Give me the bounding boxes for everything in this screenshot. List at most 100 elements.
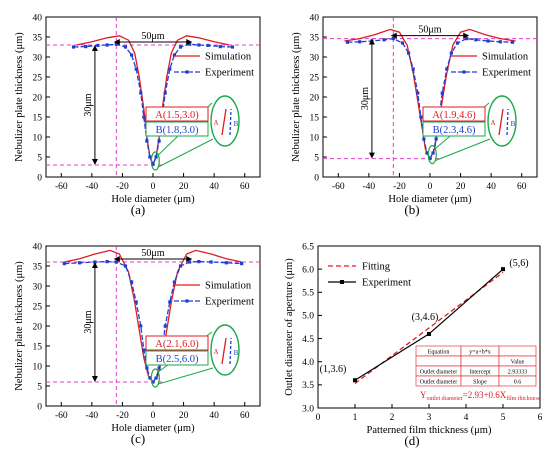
experiment-point <box>96 43 100 47</box>
x-tick-label: 40 <box>209 182 219 192</box>
experiment-point <box>486 39 490 43</box>
y-tick-label: 6.5 <box>302 242 314 252</box>
experiment-point <box>84 45 88 49</box>
experiment-point <box>178 264 183 268</box>
legend-experiment-marker <box>462 70 466 74</box>
point-a-box <box>145 106 209 122</box>
zoom-ellipse <box>210 324 240 376</box>
zoom-connector <box>158 367 214 385</box>
experiment-point <box>148 155 152 159</box>
experiment-point <box>411 67 415 71</box>
experiment-point <box>400 41 405 45</box>
experiment-point <box>148 376 152 380</box>
point-b-label: B(2.5,6.0) <box>156 354 199 365</box>
legend-experiment-label: Experiment <box>482 68 531 79</box>
legend-experiment-marker <box>185 70 189 74</box>
experiment-point <box>427 331 431 336</box>
point-a-label: A(1.9,4.6) <box>432 110 476 121</box>
panel-caption: (c) <box>131 431 145 446</box>
y-axis-label: Outlet diameter of aperture (μm) <box>284 258 295 396</box>
point-a-box <box>422 106 486 122</box>
legend-simulation-label: Simulation <box>482 52 529 63</box>
zoom-ellipse <box>210 95 240 147</box>
fit-formula-part: film thickness <box>506 395 540 402</box>
experiment-point <box>139 91 143 95</box>
fit-formula-part: Y <box>420 390 427 400</box>
x-tick-label: 4 <box>464 413 469 423</box>
point-label: (5,6) <box>509 258 528 269</box>
point-a-label: A(1.5,3.0) <box>155 110 199 121</box>
experiment-point <box>345 40 350 44</box>
fit-formula-part: outlet diameter <box>427 396 463 402</box>
legend-experiment-marker <box>185 299 189 303</box>
point-b-box <box>145 350 209 366</box>
y-tick-label: 35 <box>33 33 43 43</box>
zoom-ellipse <box>487 95 517 147</box>
experiment-point <box>139 324 143 328</box>
experiment-point <box>474 38 478 42</box>
y-tick-label: 5.5 <box>302 289 314 299</box>
experiment-point <box>416 91 420 95</box>
y-tick-label: 15 <box>33 113 43 123</box>
x-axis-label: Hole diameter (μm) <box>111 194 195 205</box>
experiment-point <box>168 67 172 71</box>
y-tick-label: 5 <box>37 153 42 163</box>
experiment-point <box>419 115 423 119</box>
experiment-point <box>142 115 146 119</box>
experiment-point <box>145 139 149 143</box>
legend-experiment-marker <box>340 280 344 284</box>
y-tick-label: 25 <box>33 302 43 312</box>
experiment-point <box>382 38 386 42</box>
experiment-point <box>422 137 426 141</box>
legend-experiment-label: Experiment <box>362 278 411 289</box>
table-cell-text: y=a+b*x <box>469 350 490 356</box>
experiment-point <box>358 40 362 44</box>
y-tick-label: 40 <box>33 13 43 23</box>
y-tick-label: 5.0 <box>302 312 314 322</box>
point-a-label: A(2.1,6.0) <box>155 339 199 350</box>
experiment-point <box>123 45 128 49</box>
experiment-point <box>240 262 244 266</box>
experiment-point <box>434 137 438 141</box>
x-tick-label: 0 <box>151 411 156 421</box>
experiment-point <box>449 51 453 55</box>
experiment-point <box>151 162 155 166</box>
y-tick-label: 15 <box>33 342 43 352</box>
legend-experiment-label: Experiment <box>205 297 254 308</box>
legend-experiment-label: Experiment <box>205 68 254 79</box>
experiment-point <box>218 45 222 49</box>
experiment-point <box>157 139 161 143</box>
height-dimension-label: 30μm <box>83 310 94 333</box>
y-tick-label: 6.0 <box>302 265 314 275</box>
y-axis-label: Nebulizer plate thickness (μm) <box>14 32 25 162</box>
x-tick-label: 60 <box>240 411 250 421</box>
zoom-experiment-segment <box>229 108 232 136</box>
x-tick-label: -40 <box>86 411 99 421</box>
experiment-point <box>353 378 357 383</box>
table-cell-text: Value <box>511 360 525 366</box>
y-tick-label: 0 <box>314 173 319 183</box>
panel-caption: (b) <box>404 202 419 217</box>
table-cell-text: Slope <box>473 380 487 386</box>
x-tick-label: 0 <box>151 182 156 192</box>
y-tick-label: 10 <box>310 133 320 143</box>
y-tick-label: 25 <box>310 73 320 83</box>
x-tick-label: 2 <box>390 413 395 423</box>
experiment-point <box>445 67 449 71</box>
x-tick-label: 1 <box>353 413 358 423</box>
panel-d: 0 1 2 3 4 5 6 3.0 3.5 4.0 4.5 5.0 5.5 6.0 6.5 Patterned… <box>284 242 543 448</box>
panel-b: -60 -40 -20 0 20 40 60 0 5 10 15 20 25 30 35 40 Hole dia… <box>291 13 538 217</box>
fit-formula-part: =2.93+0.6X <box>463 390 507 400</box>
table-cell-text: 0.6 <box>514 380 522 386</box>
x-tick-label: -20 <box>116 182 129 192</box>
experiment-point <box>130 53 134 57</box>
point-label: (1,3.6) <box>320 364 347 375</box>
y-tick-label: 4.0 <box>302 358 314 368</box>
zoom-label-a: A <box>213 348 218 356</box>
zoom-label-b: B <box>234 120 239 128</box>
x-tick-label: 60 <box>517 182 527 192</box>
experiment-point <box>209 260 213 264</box>
legend-fitting-label: Fitting <box>362 262 391 273</box>
zoom-connector <box>158 138 214 168</box>
